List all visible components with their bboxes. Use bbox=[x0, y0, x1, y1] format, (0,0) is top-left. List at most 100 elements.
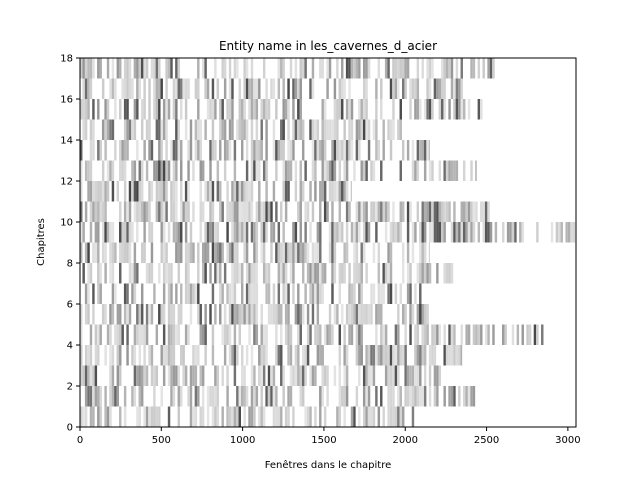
heat-cell bbox=[114, 283, 117, 304]
heat-cell bbox=[380, 324, 383, 345]
heat-cell bbox=[197, 119, 200, 140]
heat-cell bbox=[145, 119, 149, 140]
heat-cell bbox=[375, 99, 378, 120]
heat-cell bbox=[82, 263, 85, 284]
heat-cell bbox=[99, 201, 102, 222]
heat-cell bbox=[243, 222, 246, 243]
heat-cell bbox=[97, 99, 100, 120]
heat-cell bbox=[411, 78, 415, 99]
heat-cell bbox=[180, 99, 183, 120]
heat-cell bbox=[104, 181, 107, 202]
heat-cell bbox=[165, 140, 168, 161]
heat-cell bbox=[253, 324, 256, 345]
heat-cell bbox=[397, 345, 400, 366]
heat-cell bbox=[423, 324, 427, 345]
heat-cell bbox=[160, 304, 163, 325]
heat-cell bbox=[370, 365, 373, 386]
heat-cell bbox=[336, 140, 339, 161]
heat-cell bbox=[411, 242, 415, 263]
heat-cell bbox=[265, 140, 268, 161]
heat-cell bbox=[436, 78, 439, 99]
heat-cell bbox=[138, 160, 141, 181]
heat-cell bbox=[175, 78, 178, 99]
heat-cell bbox=[297, 283, 300, 304]
heat-cell bbox=[219, 119, 222, 140]
heat-cell bbox=[250, 365, 254, 386]
heat-cell bbox=[326, 365, 329, 386]
heat-cell bbox=[184, 365, 188, 386]
heat-cell bbox=[536, 222, 539, 243]
heat-cell bbox=[287, 345, 290, 366]
heat-cell bbox=[365, 99, 368, 120]
heat-cell bbox=[84, 78, 88, 99]
heat-cell bbox=[231, 201, 234, 222]
heat-cell bbox=[265, 263, 268, 284]
heat-cell bbox=[140, 304, 144, 325]
heat-cell bbox=[392, 222, 395, 243]
heat-cell bbox=[287, 304, 290, 325]
heat-cell bbox=[389, 345, 393, 366]
heat-cell bbox=[160, 222, 163, 243]
heat-cell bbox=[241, 304, 244, 325]
heat-cell bbox=[111, 345, 115, 366]
heat-cell bbox=[453, 160, 456, 181]
heat-cell bbox=[170, 324, 173, 345]
heat-cell bbox=[421, 304, 424, 325]
heat-cell bbox=[299, 99, 302, 120]
heat-cell bbox=[445, 345, 449, 366]
heat-cell bbox=[167, 222, 171, 243]
heat-cell bbox=[155, 406, 159, 427]
heat-cell bbox=[521, 324, 524, 345]
heat-cell bbox=[128, 78, 132, 99]
heat-cell bbox=[384, 365, 388, 386]
heat-cell bbox=[321, 263, 324, 284]
heat-cell bbox=[380, 345, 383, 366]
heat-cell bbox=[216, 78, 220, 99]
heat-cell bbox=[104, 345, 107, 366]
heat-cell bbox=[314, 140, 317, 161]
heat-cell bbox=[97, 345, 100, 366]
heat-cell bbox=[99, 181, 102, 202]
heat-cell bbox=[423, 99, 427, 120]
heat-cell bbox=[326, 78, 329, 99]
heat-cell bbox=[104, 119, 107, 140]
heat-cell bbox=[133, 365, 137, 386]
heat-cell bbox=[111, 222, 115, 243]
heat-cell bbox=[111, 160, 115, 181]
heat-cell bbox=[126, 304, 129, 325]
heat-cell bbox=[80, 140, 83, 161]
heat-cell bbox=[321, 345, 324, 366]
heat-cell bbox=[87, 181, 90, 202]
heat-cell bbox=[509, 222, 512, 243]
heat-cell bbox=[431, 222, 434, 243]
heat-cell bbox=[153, 99, 156, 120]
heat-cell bbox=[175, 201, 178, 222]
heat-cell bbox=[367, 222, 371, 243]
heat-cell bbox=[231, 283, 234, 304]
heat-cell bbox=[243, 181, 246, 202]
heat-cell bbox=[180, 160, 183, 181]
heat-cell bbox=[236, 263, 239, 284]
heat-cell bbox=[114, 386, 117, 407]
heat-cell bbox=[250, 283, 254, 304]
heat-cell bbox=[265, 386, 268, 407]
heat-cell bbox=[199, 222, 202, 243]
heat-cell bbox=[236, 406, 239, 427]
heat-cell bbox=[362, 119, 366, 140]
heat-cell bbox=[382, 263, 385, 284]
heat-cell bbox=[204, 58, 207, 79]
heat-cell bbox=[341, 222, 344, 243]
heat-cell bbox=[406, 283, 410, 304]
chapter-row-17 bbox=[80, 58, 495, 79]
heat-cell bbox=[123, 386, 127, 407]
heat-cell bbox=[241, 222, 244, 243]
heat-cell bbox=[109, 78, 112, 99]
heat-cell bbox=[255, 78, 259, 99]
heat-cell bbox=[253, 386, 256, 407]
heat-cell bbox=[287, 140, 290, 161]
heat-cell bbox=[228, 345, 232, 366]
heat-cell bbox=[170, 263, 173, 284]
heat-cell bbox=[258, 140, 261, 161]
heat-cell bbox=[111, 181, 115, 202]
heat-cell bbox=[180, 222, 183, 243]
